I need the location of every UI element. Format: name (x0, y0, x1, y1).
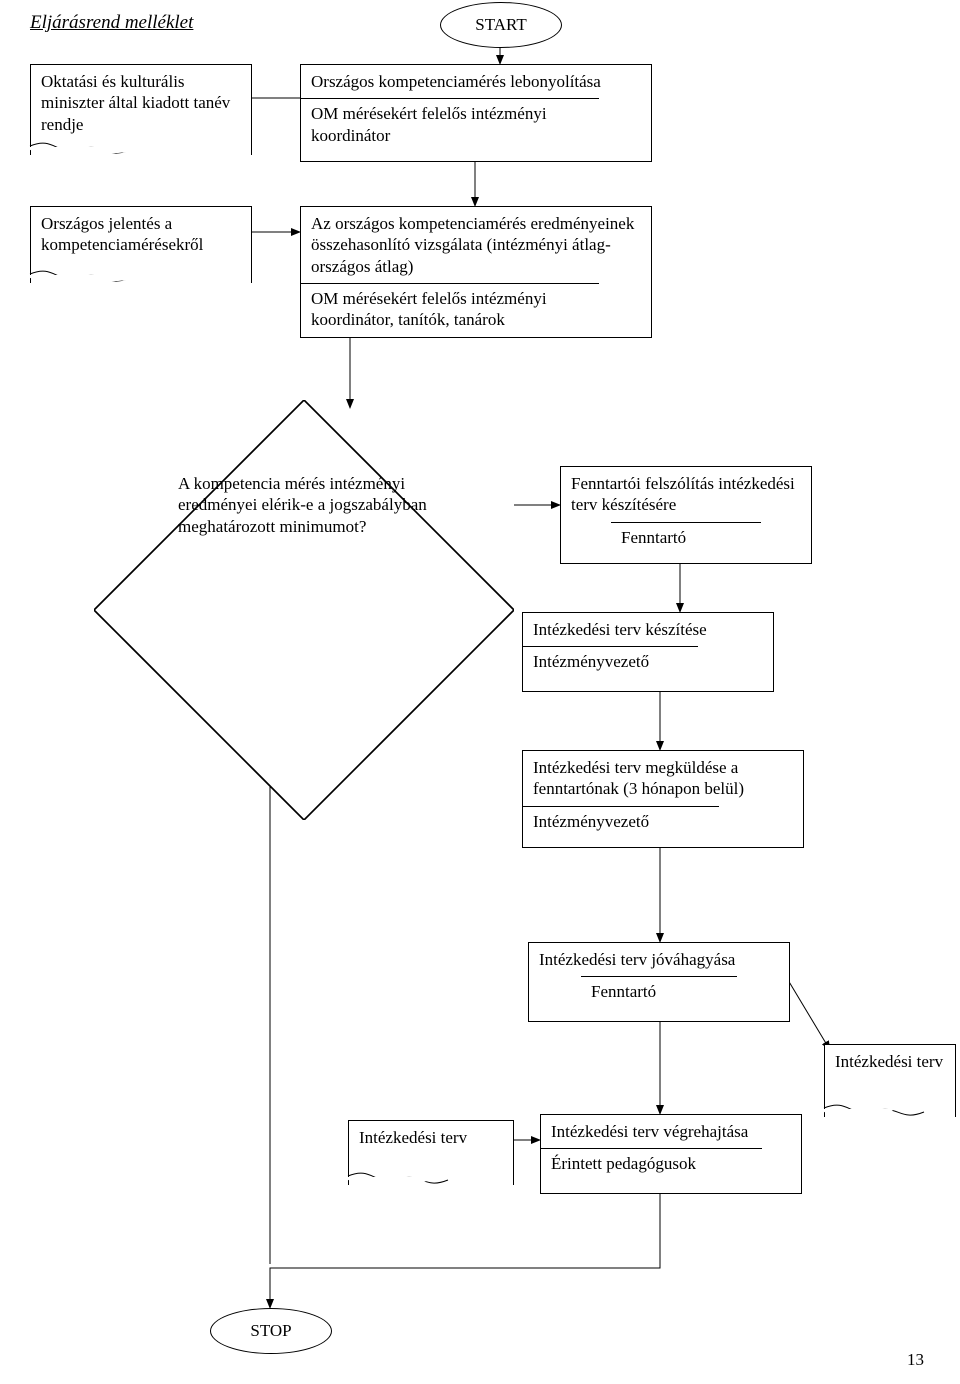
process-step-7-sub: Érintett pedagógusok (541, 1148, 762, 1182)
process-step-6-sub: Fenntartó (581, 976, 737, 1010)
process-step-7-main: Intézkedési terv végrehajtása (541, 1115, 801, 1148)
process-step-7: Intézkedési terv végrehajtása Érintett p… (540, 1114, 802, 1194)
page-title: Eljárásrend melléklet (30, 12, 193, 34)
terminator-stop: STOP (210, 1308, 332, 1354)
decision-node-text: A kompetencia mérés intézményi eredménye… (178, 473, 430, 537)
document-input-1-text: Oktatási és kulturális miniszter által k… (41, 72, 230, 134)
process-step-4-main: Intézkedési terv készítése (523, 613, 773, 646)
document-input-1: Oktatási és kulturális miniszter által k… (30, 64, 252, 155)
process-step-3: Fenntartói felszólítás intézkedési terv … (560, 466, 812, 564)
document-output-1: Intézkedési terv (824, 1044, 956, 1117)
document-input-2: Országos jelentés a kompetenciamérésekrő… (30, 206, 252, 283)
process-step-3-sub: Fenntartó (611, 522, 761, 556)
decision-node: A kompetencia mérés intézményi eredménye… (94, 400, 514, 610)
terminator-start: START (440, 2, 562, 48)
process-step-5: Intézkedési terv megküldése a fenntartón… (522, 750, 804, 848)
process-step-3-main: Fenntartói felszólítás intézkedési terv … (561, 467, 811, 522)
process-step-2-main: Az országos kompetenciamérés eredményein… (301, 207, 651, 283)
terminator-stop-label: STOP (250, 1321, 291, 1341)
process-step-6-main: Intézkedési terv jóváhagyása (529, 943, 789, 976)
process-step-5-sub: Intézményvezető (523, 806, 719, 840)
document-output-1-text: Intézkedési terv (835, 1052, 943, 1071)
process-step-1-main: Országos kompetenciamérés lebonyolítása (301, 65, 651, 98)
process-step-4-sub: Intézményvezető (523, 646, 698, 680)
document-output-2-text: Intézkedési terv (359, 1128, 467, 1147)
process-step-1: Országos kompetenciamérés lebonyolítása … (300, 64, 652, 162)
document-output-2: Intézkedési terv (348, 1120, 514, 1185)
process-step-1-sub: OM mérésekért felelős intézményi koordin… (301, 98, 599, 154)
diagram-canvas: Eljárásrend melléklet START STOP Oktatás… (0, 0, 960, 1384)
process-step-2: Az országos kompetenciamérés eredményein… (300, 206, 652, 338)
process-step-5-main: Intézkedési terv megküldése a fenntartón… (523, 751, 803, 806)
document-input-2-text: Országos jelentés a kompetenciamérésekrő… (41, 214, 203, 254)
page-number: 13 (907, 1350, 924, 1370)
terminator-start-label: START (475, 15, 526, 35)
process-step-6: Intézkedési terv jóváhagyása Fenntartó (528, 942, 790, 1022)
process-step-2-sub: OM mérésekért felelős intézményi koordin… (301, 283, 599, 339)
process-step-4: Intézkedési terv készítése Intézményveze… (522, 612, 774, 692)
